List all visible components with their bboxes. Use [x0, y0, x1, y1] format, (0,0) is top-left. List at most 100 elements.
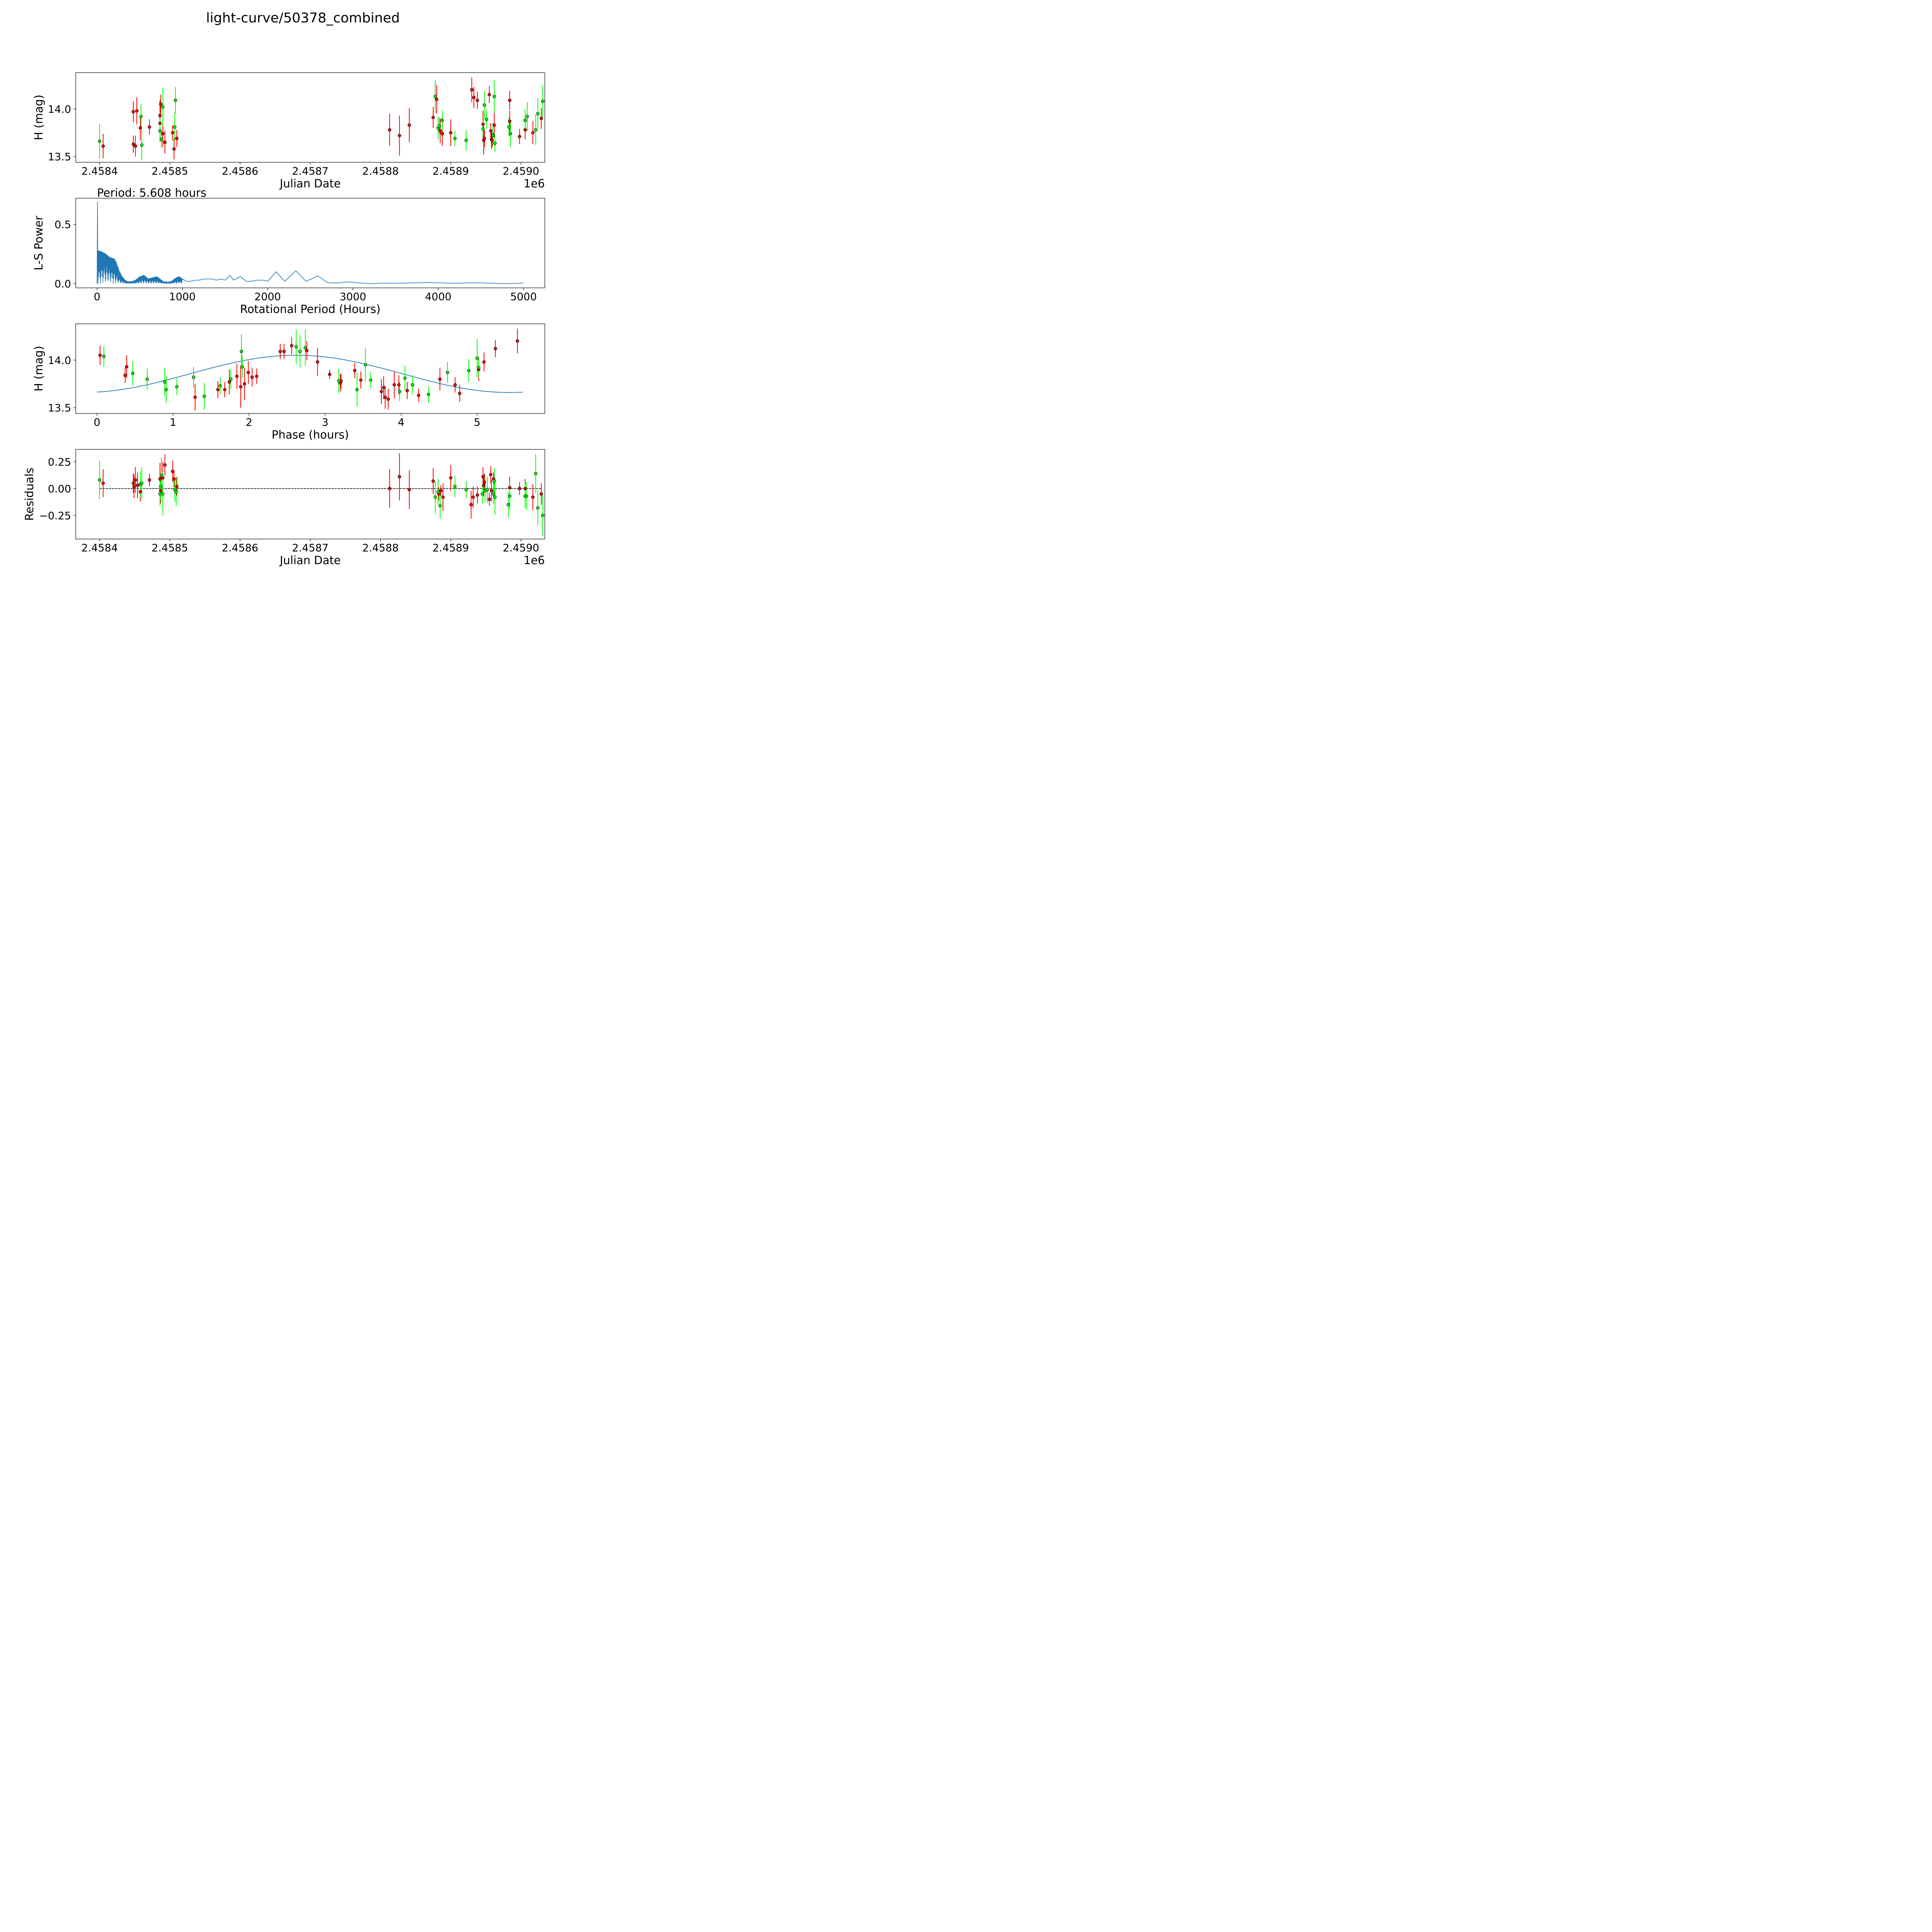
red-data-point — [508, 99, 512, 102]
red-data-point — [388, 128, 391, 132]
red-data-point — [383, 395, 387, 399]
red-data-point — [228, 380, 231, 384]
red-data-point — [98, 354, 102, 357]
red-data-point — [193, 395, 197, 399]
red-data-point — [131, 142, 135, 146]
phased-curve-panel: 0 1 2 3 4 5 13.5 14.0 Phase (hours) H (mag) — [32, 323, 545, 441]
red-data-point — [539, 492, 543, 496]
green-data-point — [436, 490, 440, 494]
green-data-point — [475, 356, 479, 360]
green-data-point — [160, 474, 163, 478]
y-tick-label: 0.5 — [54, 219, 71, 231]
green-data-point — [161, 105, 165, 109]
x-tick-label: 2.4586 — [222, 165, 258, 177]
red-data-point — [247, 371, 250, 374]
x-tick-label: 2.4588 — [362, 165, 398, 177]
green-data-point — [491, 134, 495, 138]
red-data-point — [278, 350, 282, 353]
green-data-point — [493, 141, 497, 145]
red-data-point — [431, 479, 435, 483]
red-data-point — [407, 123, 411, 127]
green-data-point — [427, 393, 430, 396]
red-data-point — [216, 388, 220, 391]
red-data-point — [482, 360, 486, 364]
green-data-point — [485, 488, 489, 492]
red-data-point — [405, 389, 409, 393]
green-data-point — [411, 383, 414, 387]
y-tick-label: 14.0 — [48, 355, 71, 367]
red-data-point — [305, 349, 309, 352]
red-data-point — [489, 129, 493, 133]
x-tick-label: 0 — [94, 291, 100, 303]
x-tick-label: 5 — [474, 417, 480, 429]
y-tick-label: 0.25 — [48, 456, 71, 468]
y-axis-label: Residuals — [23, 468, 36, 521]
green-data-point — [403, 376, 407, 380]
green-data-point — [173, 99, 177, 102]
y-tick-label: 13.5 — [48, 402, 71, 414]
x-tick-label: 2.4589 — [432, 542, 469, 554]
y-tick-label: −0.25 — [39, 510, 71, 522]
red-data-point — [493, 347, 497, 350]
green-data-point — [164, 388, 168, 391]
green-data-point — [229, 377, 233, 381]
green-data-point — [492, 492, 495, 496]
red-data-point — [523, 128, 527, 132]
plot-area — [98, 453, 544, 536]
green-data-point — [525, 494, 529, 498]
red-data-point — [483, 480, 486, 484]
y-axis-label: H (mag) — [32, 95, 45, 140]
x-tick-label: 2000 — [254, 291, 281, 303]
red-data-point — [359, 378, 363, 382]
x-offset-label: 1e6 — [524, 177, 545, 190]
red-data-point — [175, 136, 179, 140]
red-data-point — [282, 350, 286, 353]
red-data-point — [148, 478, 151, 482]
red-data-point — [138, 490, 142, 494]
x-tick-label: 2 — [246, 417, 252, 429]
green-data-point — [477, 366, 481, 369]
plot-area — [98, 77, 544, 161]
red-data-point — [531, 131, 535, 134]
x-tick-label: 2.4588 — [362, 542, 398, 554]
y-axis-label: H (mag) — [32, 346, 45, 391]
red-data-point — [172, 147, 176, 151]
green-data-point — [464, 488, 468, 492]
red-data-point — [125, 365, 129, 369]
red-data-point — [148, 125, 151, 129]
red-data-point — [132, 485, 136, 488]
green-data-point — [369, 378, 372, 382]
red-data-point — [163, 463, 167, 467]
red-data-point — [508, 486, 512, 489]
red-data-point — [382, 386, 386, 389]
green-data-point — [492, 95, 496, 99]
red-data-point — [134, 144, 137, 148]
red-data-point — [471, 495, 475, 499]
red-data-point — [489, 473, 493, 476]
red-data-point — [316, 360, 319, 364]
green-data-point — [453, 485, 457, 488]
x-tick-label: 0 — [94, 417, 100, 429]
red-data-point — [255, 374, 259, 378]
green-data-point — [303, 346, 307, 350]
x-tick-label: 2.4587 — [292, 165, 328, 177]
green-data-point — [139, 115, 143, 118]
x-axis-label: Julian Date — [279, 554, 341, 567]
green-data-point — [434, 95, 437, 99]
figure: light-curve/50378_combined 2.4584 2.4585 2… — [23, 10, 545, 567]
red-data-point — [531, 495, 535, 499]
red-data-point — [131, 481, 135, 485]
red-data-point — [518, 487, 521, 490]
figure-title: light-curve/50378_combined — [206, 10, 400, 26]
x-tick-label: 4 — [398, 417, 405, 429]
red-data-point — [101, 481, 105, 485]
red-data-point — [453, 383, 457, 387]
x-tick-label: 5000 — [510, 291, 537, 303]
green-data-point — [507, 125, 511, 129]
red-data-point — [290, 344, 294, 348]
green-data-point — [440, 119, 444, 122]
y-tick-label: 14.0 — [48, 104, 71, 116]
green-data-point — [493, 495, 497, 499]
red-data-point — [239, 385, 243, 389]
x-tick-label: 2.4590 — [503, 542, 539, 554]
